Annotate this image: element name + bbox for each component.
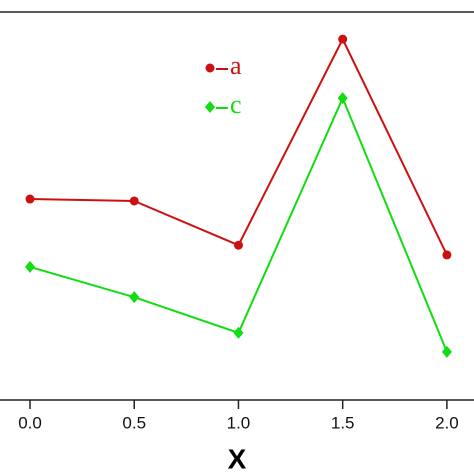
x-axis-label: X bbox=[228, 443, 247, 474]
x-tick-label: 1.5 bbox=[331, 413, 355, 432]
legend-label: a bbox=[230, 51, 242, 80]
x-tick-label: 0.5 bbox=[122, 413, 146, 432]
marker bbox=[129, 196, 139, 206]
legend-label: c bbox=[230, 90, 242, 119]
marker bbox=[338, 34, 348, 44]
marker bbox=[441, 345, 452, 358]
series-line bbox=[29, 95, 448, 353]
x-tick-label: 2.0 bbox=[435, 413, 459, 432]
marker bbox=[337, 92, 348, 105]
marker bbox=[233, 240, 243, 250]
marker bbox=[442, 250, 452, 260]
marker bbox=[25, 260, 36, 273]
x-tick-label: 1.0 bbox=[227, 413, 251, 432]
legend-marker bbox=[205, 63, 215, 73]
marker bbox=[129, 291, 140, 304]
marker bbox=[233, 326, 244, 339]
legend-marker bbox=[205, 101, 215, 113]
x-tick-label: 0.0 bbox=[18, 413, 42, 432]
marker bbox=[25, 194, 35, 204]
